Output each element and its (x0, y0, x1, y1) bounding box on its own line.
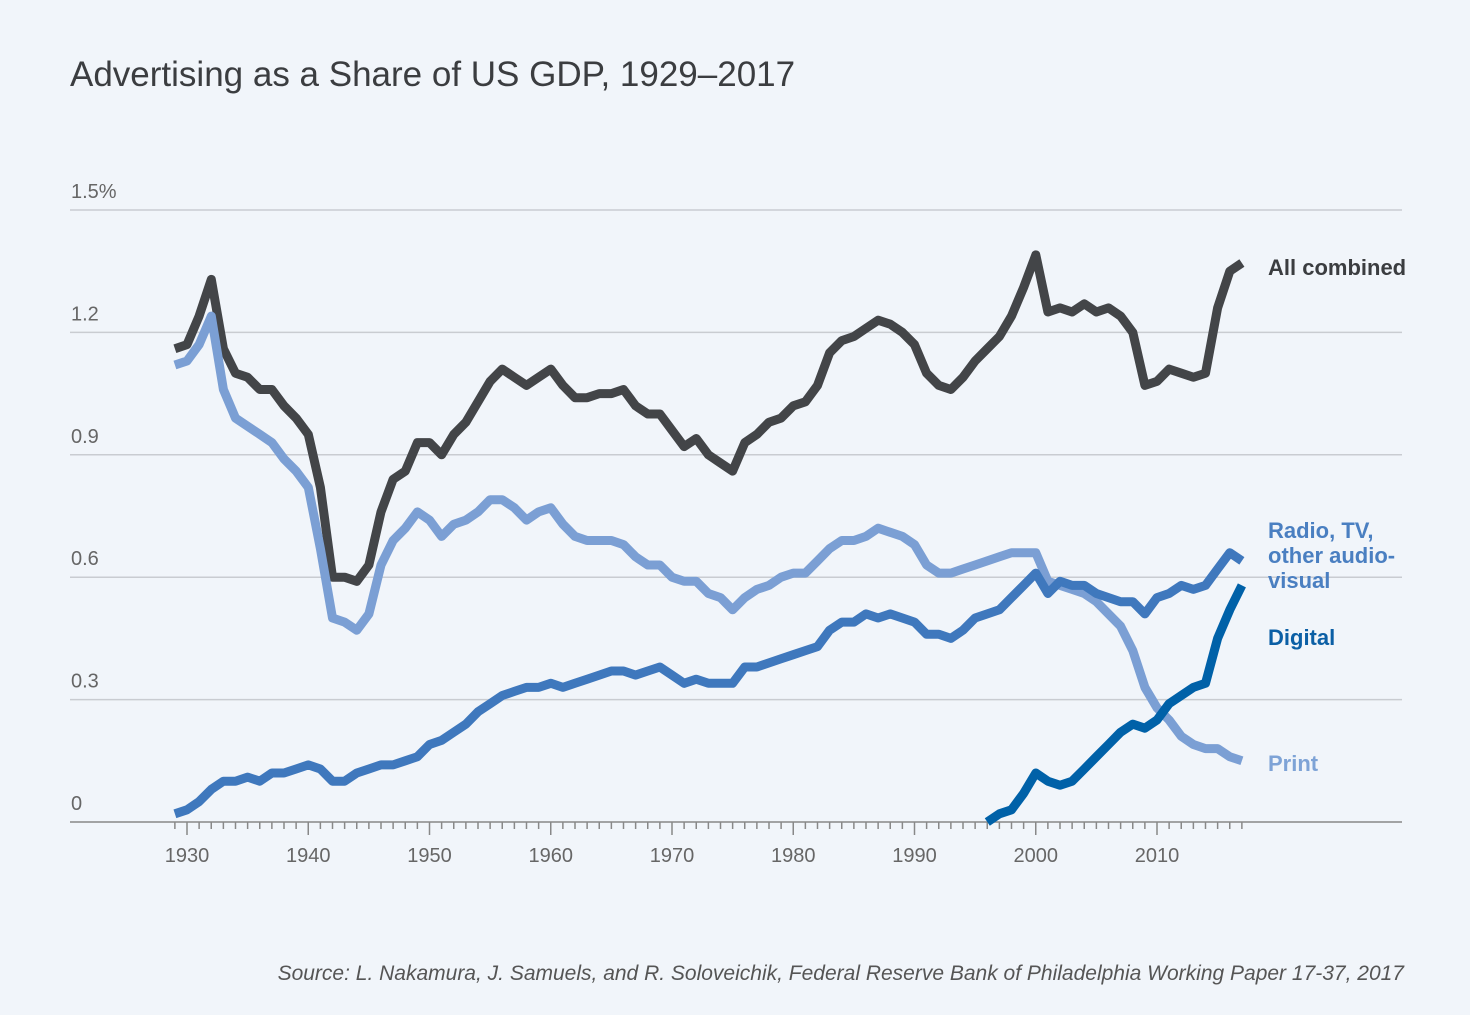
legend-label: Digital (1268, 625, 1335, 650)
y-tick-label: 1.5% (71, 181, 117, 203)
series-line-radio-tv-other-audio-visual (173, 548, 1245, 819)
x-tick-label: 2010 (1135, 845, 1180, 867)
chart-source: Source: L. Nakamura, J. Samuels, and R. … (277, 962, 1404, 985)
x-tick-label: 1960 (529, 845, 574, 867)
y-tick-label: 0.9 (71, 426, 99, 448)
x-tick-label: 1980 (771, 845, 816, 867)
x-tick-label: 1950 (407, 845, 452, 867)
x-tick-label: 1970 (650, 845, 695, 867)
series-line-all-combined (173, 250, 1245, 586)
x-tick-label: 1940 (286, 845, 331, 867)
x-tick-label: 1990 (892, 845, 937, 867)
series-line-digital (984, 583, 1246, 826)
chart-title: Advertising as a Share of US GDP, 1929–2… (70, 55, 796, 94)
legend-label: Print (1268, 751, 1319, 776)
x-tick-label: 2000 (1014, 845, 1059, 867)
legend-label: All combined (1268, 255, 1406, 280)
x-tick-label: 1930 (165, 845, 210, 867)
y-tick-label: 1.2 (71, 303, 99, 325)
y-tick-label: 0.3 (71, 671, 99, 693)
series-line-print (173, 311, 1244, 766)
legend-label: Radio, TV, other audio-visual (1268, 518, 1395, 593)
y-tick-label: 0 (71, 793, 82, 815)
y-tick-label: 0.6 (71, 548, 99, 570)
